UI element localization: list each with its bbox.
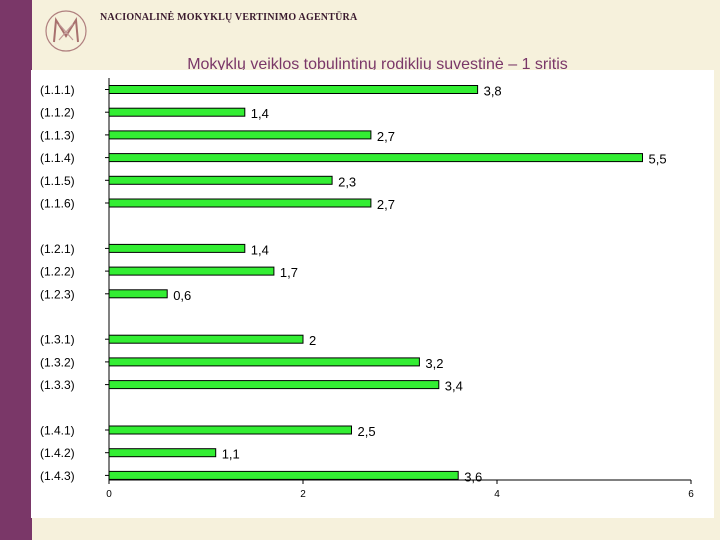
data-label: 2 bbox=[309, 333, 316, 348]
bar bbox=[108, 357, 420, 367]
data-label: 2,7 bbox=[377, 197, 395, 212]
data-label: 0,6 bbox=[173, 288, 191, 303]
category-label: (1.1.2) bbox=[40, 106, 75, 120]
data-label: 1,1 bbox=[222, 447, 240, 462]
data-label: 5,5 bbox=[649, 152, 667, 167]
data-label: 2,5 bbox=[358, 424, 376, 439]
bar bbox=[108, 334, 304, 344]
category-label: (1.1.5) bbox=[40, 174, 75, 188]
bar bbox=[108, 175, 333, 185]
nmva-logo-icon bbox=[45, 10, 87, 52]
side-bar bbox=[0, 0, 32, 540]
category-label: (1.3.3) bbox=[40, 378, 75, 392]
slide-title: Mokyklų veiklos tobulintinų rodiklių suv… bbox=[187, 56, 568, 73]
bar-chart: 0 2 4 6 (1.1.1) 3,8 (1.1.2) 1,4 (1.1.3) 2,7 (1.1.4… bbox=[40, 78, 694, 500]
data-label: 2,3 bbox=[338, 174, 356, 189]
bar bbox=[108, 130, 372, 140]
data-label: 3,8 bbox=[484, 84, 502, 99]
category-label: (1.1.6) bbox=[40, 197, 75, 211]
category-label: (1.1.1) bbox=[40, 83, 75, 97]
bar bbox=[108, 448, 217, 458]
category-label: (1.3.2) bbox=[40, 355, 75, 369]
category-label: (1.1.4) bbox=[40, 151, 75, 165]
data-label: 2,7 bbox=[377, 129, 395, 144]
category-label: (1.4.2) bbox=[40, 446, 75, 460]
data-label: 3,2 bbox=[425, 356, 443, 371]
data-label: 1,4 bbox=[251, 242, 269, 257]
category-label: (1.2.3) bbox=[40, 287, 75, 301]
bar bbox=[108, 107, 246, 117]
bar bbox=[108, 85, 479, 94]
bar bbox=[108, 470, 459, 480]
bar bbox=[108, 266, 275, 276]
category-label: (1.3.1) bbox=[40, 333, 75, 347]
data-label: 1,4 bbox=[251, 106, 269, 121]
category-label: (1.2.1) bbox=[40, 242, 75, 256]
x-tick-label: 2 bbox=[300, 489, 306, 500]
bar bbox=[108, 153, 643, 163]
agency-name: NACIONALINĖ MOKYKLŲ VERTINIMO AGENTŪRA bbox=[100, 12, 358, 23]
x-tick-label: 0 bbox=[106, 489, 112, 500]
x-tick-label: 4 bbox=[494, 489, 500, 500]
category-label: (1.4.3) bbox=[40, 469, 75, 483]
bar bbox=[108, 289, 168, 299]
category-label: (1.2.2) bbox=[40, 265, 75, 279]
category-label: (1.1.3) bbox=[40, 128, 75, 142]
chart-area: 0 2 4 6 (1.1.1) 3,8 (1.1.2) 1,4 (1.1.3) 2,7 (1.1.4… bbox=[31, 70, 714, 518]
bar bbox=[108, 198, 372, 208]
data-label: 3,4 bbox=[445, 379, 463, 394]
category-label: (1.4.1) bbox=[40, 424, 75, 438]
data-label: 3,6 bbox=[464, 469, 482, 484]
x-tick-label: 6 bbox=[688, 489, 694, 500]
bar bbox=[108, 380, 440, 390]
data-label: 1,7 bbox=[280, 265, 298, 280]
bar bbox=[108, 425, 352, 435]
bar bbox=[108, 243, 246, 253]
